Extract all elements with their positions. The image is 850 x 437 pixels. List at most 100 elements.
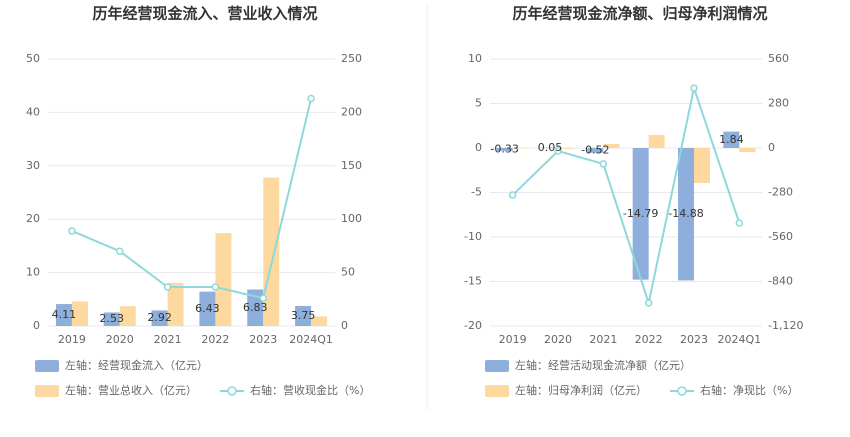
- y2-tick-label: -1,120: [768, 319, 803, 332]
- line-point: [163, 283, 172, 291]
- line-point: [599, 160, 608, 168]
- bar: [247, 289, 264, 326]
- bar: [71, 301, 88, 326]
- y2-tick-label: 0: [341, 319, 348, 332]
- bar: [512, 148, 529, 149]
- data-label: 0.05: [538, 141, 563, 154]
- data-label: 4.11: [52, 308, 77, 321]
- line-point: [554, 147, 562, 155]
- y2-tick-label: 200: [341, 105, 362, 118]
- line-point: [735, 219, 744, 227]
- legend-label: 左轴：归母净利润（亿元）: [515, 383, 647, 397]
- y2-tick-label: 100: [341, 212, 362, 225]
- y2-tick-label: -840: [768, 275, 793, 288]
- y2-tick-label: 50: [341, 266, 355, 279]
- bar: [739, 148, 756, 152]
- data-label: 6.43: [195, 302, 220, 315]
- line-point: [307, 94, 315, 103]
- data-label: 2.53: [100, 312, 125, 325]
- y-tick-label: -10: [464, 230, 482, 243]
- legend-label: 右轴：营收现金比（%）: [250, 383, 370, 397]
- bar: [199, 291, 216, 326]
- y-tick-label: 0: [475, 141, 482, 154]
- y2-tick-label: 250: [341, 52, 362, 65]
- y-tick-label: -5: [471, 186, 482, 199]
- bar: [723, 131, 740, 148]
- bar: [587, 148, 604, 153]
- bar: [151, 310, 168, 326]
- y2-tick-label: -280: [768, 186, 793, 199]
- y-tick-label: 40: [26, 105, 40, 118]
- y-tick-label: -15: [464, 275, 482, 288]
- bar: [496, 148, 513, 151]
- y-tick-label: 10: [468, 52, 482, 65]
- x-tick-label: 2022: [201, 333, 229, 346]
- y2-tick-label: 560: [768, 52, 789, 65]
- line-point: [68, 227, 76, 235]
- y-tick-label: 5: [475, 97, 482, 110]
- y2-tick-label: 0: [768, 141, 775, 154]
- bar: [119, 306, 136, 326]
- legend-label: 右轴：净现比（%）: [700, 383, 798, 397]
- legend-label: 左轴：营业总收入（亿元）: [65, 383, 197, 397]
- data-label: -0.52: [581, 143, 609, 156]
- x-tick-label: 2022: [635, 333, 663, 346]
- data-label: -0.33: [490, 142, 518, 155]
- bar: [603, 144, 620, 148]
- data-label: -14.88: [668, 207, 703, 220]
- data-label: 6.83: [243, 301, 268, 314]
- x-tick-label: 2020: [544, 333, 572, 346]
- legend-label: 左轴：经营现金流入（亿元）: [65, 358, 208, 372]
- x-tick-label: 2023: [680, 333, 708, 346]
- line-point: [508, 191, 517, 199]
- x-tick-label: 2021: [589, 333, 617, 346]
- y2-tick-label: 280: [768, 97, 789, 110]
- x-tick-label: 2019: [58, 333, 86, 346]
- legend-label: 左轴：经营活动现金流净额（亿元）: [515, 358, 691, 372]
- bar: [215, 233, 232, 326]
- x-tick-label: 2019: [499, 333, 527, 346]
- data-label: 1.84: [719, 133, 744, 146]
- bar: [648, 134, 665, 148]
- x-tick-label: 2021: [154, 333, 182, 346]
- bar: [311, 316, 328, 326]
- line-point: [259, 294, 267, 302]
- legend-swatch: [485, 360, 509, 372]
- title: 历年经营现金流净额、归母净利润情况: [512, 5, 767, 23]
- bar: [167, 282, 184, 326]
- legend-swatch: [677, 386, 687, 396]
- y-tick-label: 50: [26, 52, 40, 65]
- bar: [694, 148, 710, 183]
- bar: [295, 305, 312, 326]
- legend-swatch: [227, 386, 237, 396]
- y-tick-label: 30: [26, 159, 40, 172]
- title: 历年经营现金流入、营业收入情况: [92, 5, 317, 23]
- y2-tick-label: 150: [341, 159, 362, 172]
- bar: [263, 177, 280, 326]
- bar: [55, 304, 72, 326]
- x-tick-label: 2023: [249, 333, 277, 346]
- bar: [632, 148, 649, 280]
- legend-swatch: [485, 385, 509, 397]
- y-tick-label: 0: [33, 319, 40, 332]
- line-point: [116, 247, 124, 255]
- x-tick-label: 2024Q1: [289, 333, 333, 346]
- line: [511, 84, 741, 307]
- y-tick-label: 10: [26, 266, 40, 279]
- data-label: -14.79: [623, 207, 658, 220]
- legend-swatch: [35, 360, 59, 372]
- data-label: 3.75: [291, 309, 316, 322]
- y-tick-label: 20: [26, 212, 40, 225]
- bar: [103, 312, 120, 326]
- bar: [542, 147, 558, 149]
- data-label: 2.92: [147, 311, 172, 324]
- line: [71, 98, 313, 300]
- bar: [558, 148, 574, 149]
- y-tick-label: -20: [464, 319, 482, 332]
- line-point: [211, 283, 220, 291]
- line-point: [644, 299, 653, 307]
- legend-swatch: [35, 385, 59, 397]
- line-point: [690, 84, 698, 92]
- y2-tick-label: -560: [768, 230, 793, 243]
